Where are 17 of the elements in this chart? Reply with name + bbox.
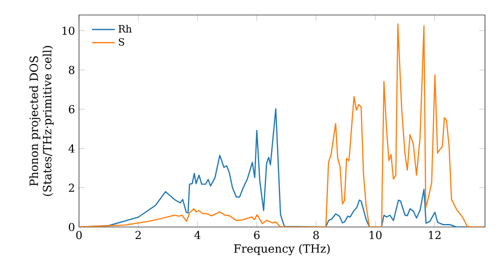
y-tick-label: 6 bbox=[68, 105, 74, 114]
legend-label: Rh bbox=[118, 24, 132, 32]
y-tick-label: 4 bbox=[68, 144, 75, 153]
y-tick-label: 8 bbox=[68, 66, 74, 74]
y-tick-label: 0 bbox=[68, 222, 74, 232]
x-tick-label: 12 bbox=[429, 230, 440, 240]
y-tick-label: 10 bbox=[62, 26, 74, 35]
x-tick-label: 10 bbox=[370, 230, 382, 240]
x-tick-label: 4 bbox=[194, 230, 200, 240]
y-axis-title: Phonon projected DOS (States/THz·primitive cell) bbox=[29, 46, 54, 196]
x-tick-label: 6 bbox=[254, 230, 260, 240]
y-tick-label: 2 bbox=[68, 184, 74, 192]
legend-label: S bbox=[118, 38, 124, 46]
x-axis-title: Frequency (THz) bbox=[234, 244, 330, 256]
x-tick-label: 8 bbox=[313, 230, 319, 240]
x-tick-label: 2 bbox=[136, 230, 141, 240]
x-tick-label: 0 bbox=[76, 230, 82, 240]
